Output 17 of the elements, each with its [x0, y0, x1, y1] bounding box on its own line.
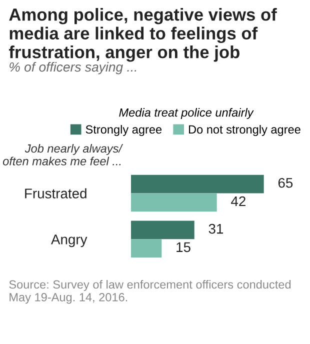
bar	[131, 193, 217, 212]
bar	[131, 220, 194, 240]
y-axis-title: Job nearly always/ often makes me feel ...	[2, 144, 124, 166]
y-tick-label: Frustrated	[25, 188, 86, 198]
data-label: 65	[278, 178, 293, 188]
chart-title: Among police, negative views of media are linked to feelings of frustration, anger on the job	[8, 8, 277, 62]
source-note: Source: Survey of law enforcement officers conducted May 19-Aug. 14, 2016.	[9, 280, 291, 304]
bar	[131, 239, 162, 258]
data-label: 31	[208, 224, 224, 234]
data-label: 42	[231, 196, 246, 206]
bar	[131, 174, 264, 194]
legend-title: Media treat police unfairly	[119, 108, 254, 120]
legend-label: Do not strongly agree	[188, 124, 300, 136]
data-label: 15	[176, 242, 190, 252]
legend-label: Strongly agree	[86, 124, 162, 136]
chart-subtitle: % of officers saying ...	[10, 62, 136, 74]
y-tick-label: Angry	[51, 234, 88, 248]
